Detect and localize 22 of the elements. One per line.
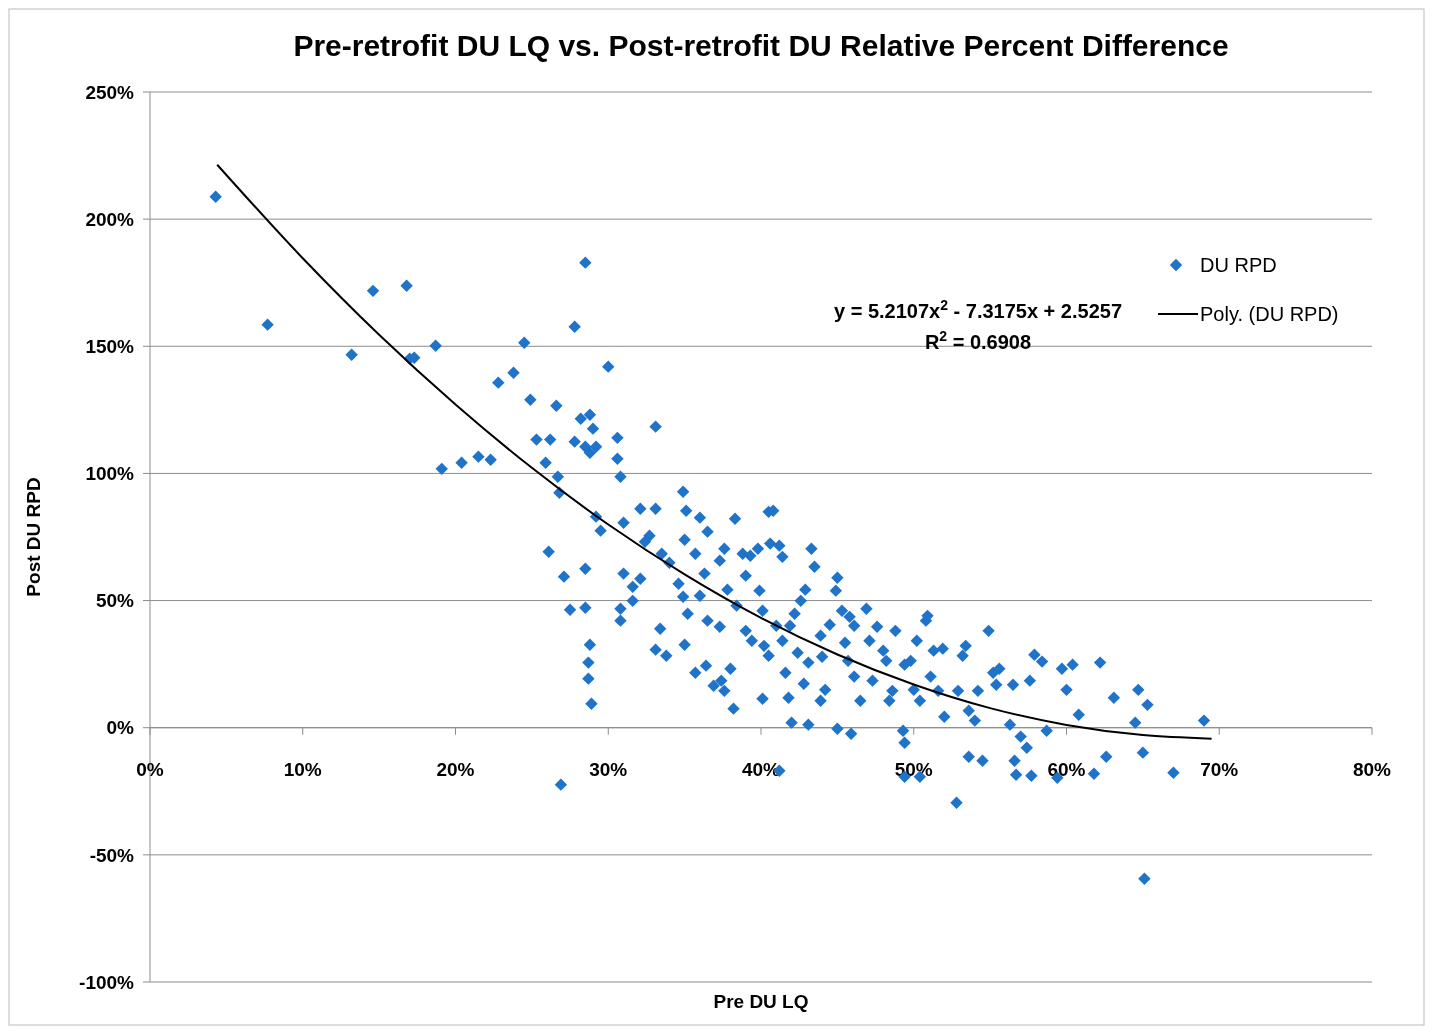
- x-tick-label: 80%: [1352, 758, 1392, 780]
- chart-title: Pre-retrofit DU LQ vs. Post-retrofit DU Relative Percent Difference: [293, 29, 1229, 62]
- y-tick-label: 200%: [85, 208, 135, 230]
- x-tick-label: 10%: [283, 758, 322, 780]
- y-tick-label: 150%: [85, 335, 135, 357]
- legend-label: DU RPD: [1200, 254, 1277, 276]
- y-tick-label: -50%: [89, 844, 135, 866]
- annotation: y = 5.2107x$^{2}$ - 7.3175x + 2.5257: [833, 297, 1123, 322]
- y-tick-label: 100%: [85, 463, 135, 485]
- y-tick-label: 50%: [95, 590, 135, 612]
- x-tick-label: 0%: [136, 758, 164, 780]
- x-tick-label: 60%: [1047, 758, 1086, 780]
- y-tick-label: 250%: [85, 81, 135, 103]
- x-tick-label: 30%: [589, 758, 628, 780]
- y-axis-title: Post DU RPD: [23, 477, 44, 597]
- annotation: R$^{2}$ = 0.6908: [924, 328, 1032, 353]
- legend-label: Poly. (DU RPD): [1200, 303, 1339, 325]
- y-tick-label: -100%: [79, 971, 135, 993]
- y-tick-label: 0%: [106, 717, 135, 739]
- x-tick-label: 70%: [1200, 758, 1239, 780]
- x-tick-label: 20%: [436, 758, 475, 780]
- x-axis-title: Pre DU LQ: [713, 991, 809, 1012]
